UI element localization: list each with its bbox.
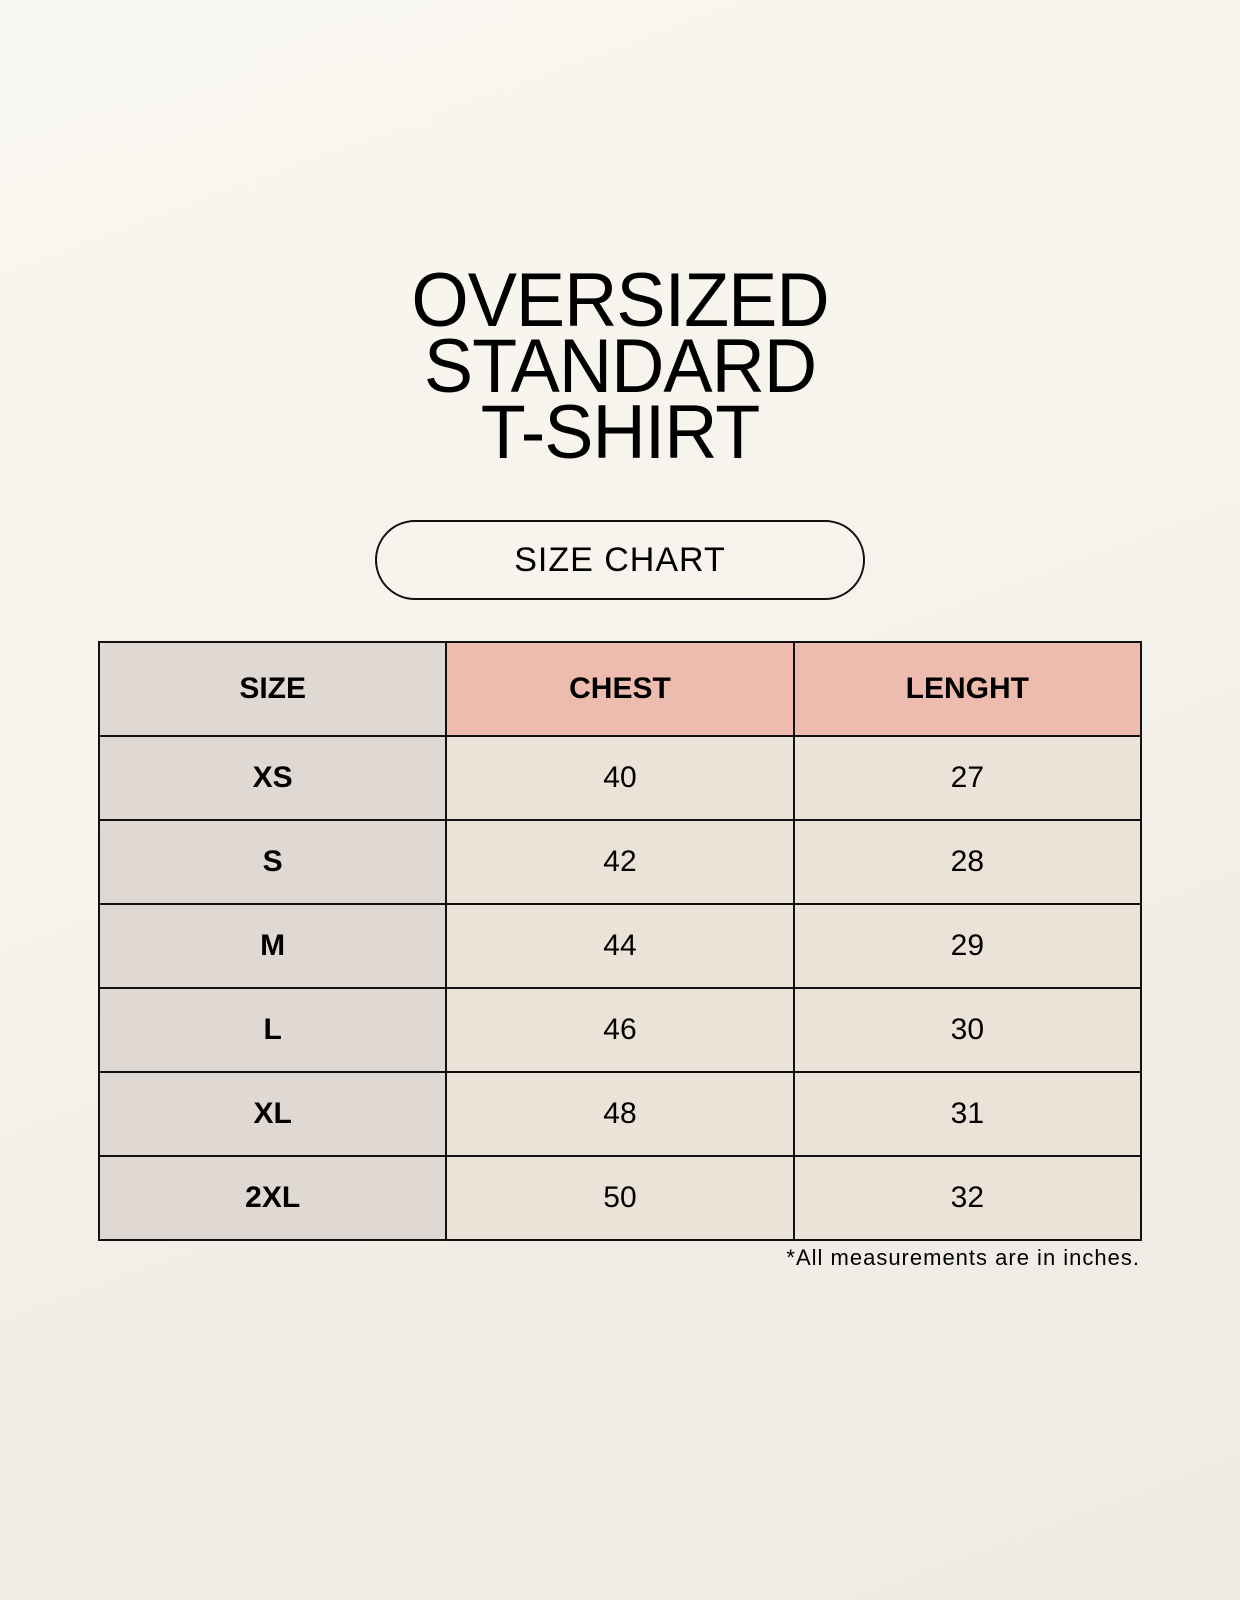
cell-chest: 48 bbox=[445, 1071, 795, 1157]
header-chest: CHEST bbox=[445, 641, 795, 737]
table-row: S 42 28 bbox=[97, 819, 1143, 905]
size-chart-badge: SIZE CHART bbox=[375, 520, 865, 600]
header-size: SIZE bbox=[97, 641, 448, 737]
cell-size: L bbox=[97, 987, 448, 1073]
table-header-row: SIZE CHEST LENGHT bbox=[97, 641, 1143, 737]
cell-chest: 40 bbox=[445, 735, 795, 821]
table-row: XL 48 31 bbox=[97, 1071, 1143, 1157]
cell-length: 27 bbox=[792, 735, 1143, 821]
cell-chest: 50 bbox=[445, 1155, 795, 1241]
cell-size: XL bbox=[97, 1071, 448, 1157]
cell-length: 28 bbox=[792, 819, 1143, 905]
title-line: OVERSIZED bbox=[411, 258, 829, 343]
table-row: 2XL 50 32 bbox=[97, 1155, 1143, 1241]
table-row: L 46 30 bbox=[97, 987, 1143, 1073]
page-title: OVERSIZED STANDARD T-SHIRT bbox=[0, 258, 1240, 475]
cell-size: M bbox=[97, 903, 448, 989]
cell-chest: 44 bbox=[445, 903, 795, 989]
cell-size: 2XL bbox=[97, 1155, 448, 1241]
cell-size: S bbox=[97, 819, 448, 905]
header-length: LENGHT bbox=[792, 641, 1143, 737]
table-row: M 44 29 bbox=[97, 903, 1143, 989]
cell-length: 30 bbox=[792, 987, 1143, 1073]
cell-chest: 46 bbox=[445, 987, 795, 1073]
cell-length: 32 bbox=[792, 1155, 1143, 1241]
cell-chest: 42 bbox=[445, 819, 795, 905]
footnote: *All measurements are in inches. bbox=[786, 1245, 1140, 1270]
title-line: T-SHIRT bbox=[480, 390, 761, 475]
cell-length: 31 bbox=[792, 1071, 1143, 1157]
title-line: STANDARD bbox=[423, 324, 817, 409]
cell-size: XS bbox=[97, 735, 448, 821]
size-table: SIZE CHEST LENGHT XS 40 27 S 42 28 M 44 29 L 46 30 X… bbox=[97, 641, 1143, 1241]
table-row: XS 40 27 bbox=[97, 735, 1143, 821]
cell-length: 29 bbox=[792, 903, 1143, 989]
